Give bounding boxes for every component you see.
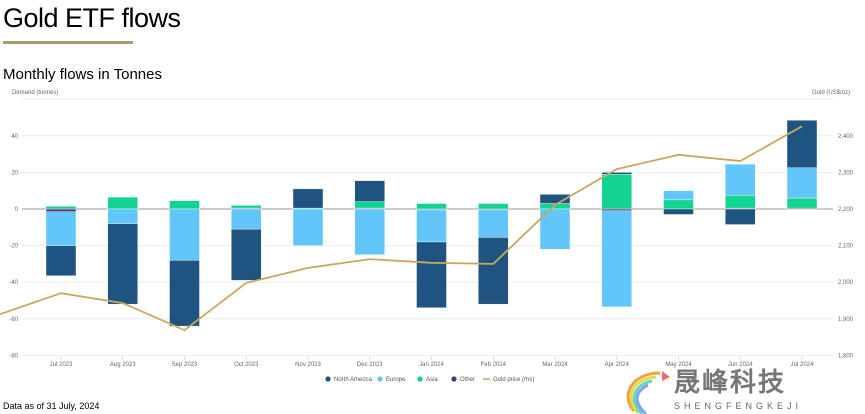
y2-axis-title: Gold (US$/oz) [812, 90, 850, 96]
legend-label: Other [460, 377, 475, 383]
y-tick-label: -20 [9, 244, 18, 250]
legend-marker-other [451, 376, 457, 382]
bar-europe [786, 167, 818, 199]
x-tick-label: Dec 2023 [357, 362, 383, 368]
x-tick-label: Oct 2023 [234, 362, 259, 368]
bar-asia [416, 203, 447, 210]
bar-north-america [231, 228, 262, 281]
bar-europe [354, 208, 385, 255]
y-axis-title: Demand (tonnes) [12, 90, 58, 96]
bar-europe [292, 208, 324, 246]
bar-asia [601, 174, 632, 210]
x-tick-label: Jul 2023 [50, 362, 73, 368]
y2-tick-label: 1,900 [838, 317, 854, 323]
bar-other [45, 208, 77, 212]
y2-tick-label: 2,400 [838, 134, 854, 140]
y-tick-label: -80 [9, 353, 18, 359]
y-tick-label: -40 [9, 280, 18, 286]
x-tick-label: Jul 2024 [791, 362, 814, 368]
bar-asia [725, 195, 756, 209]
page-title: Gold ETF flows [3, 3, 181, 33]
bar-europe [416, 209, 447, 243]
bar-europe [107, 208, 138, 224]
bar-north-america [725, 208, 756, 225]
bar-north-america [292, 188, 324, 209]
x-tick-label: May 2024 [665, 362, 692, 368]
gold-price-line [0, 125, 803, 332]
y-tick-label: 20 [11, 170, 18, 176]
bar-north-america [539, 194, 571, 204]
bar-europe [231, 208, 262, 230]
bar-asia [354, 201, 385, 209]
bar-asia [231, 205, 262, 209]
bar-asia [45, 206, 77, 210]
bar-north-america [169, 260, 200, 327]
legend-label: Asia [426, 377, 438, 383]
legend-marker-asia [417, 376, 423, 382]
bar-asia [478, 203, 509, 210]
y2-tick-label: 1,800 [838, 353, 854, 359]
legend-label: Europe [386, 377, 406, 383]
y2-tick-label: 2,100 [838, 244, 854, 250]
chart-subtitle: Monthly flows in Tonnes [3, 66, 162, 83]
title-underline [3, 41, 133, 44]
bar-europe [169, 208, 200, 261]
bar-asia [107, 196, 138, 210]
bar-europe [725, 163, 756, 196]
x-tick-label: Nov 2023 [295, 362, 321, 368]
y2-tick-label: 2,300 [838, 170, 854, 176]
bar-north-america [663, 208, 694, 215]
y-tick-label: 0 [15, 207, 19, 213]
footnote: Data as of 31 July, 2024 [3, 401, 100, 411]
bar-north-america [354, 180, 385, 202]
legend-label: North America [334, 377, 373, 383]
x-tick-label: Aug 2023 [110, 362, 136, 368]
bar-asia [786, 197, 818, 209]
bar-europe [478, 209, 509, 238]
legend-marker-europe [377, 376, 383, 382]
y2-tick-label: 2,000 [838, 280, 854, 286]
x-tick-label: Feb 2024 [481, 362, 507, 368]
x-tick-label: Mar 2024 [542, 362, 568, 368]
watermark-swirl-icon [626, 371, 670, 414]
bar-north-america [45, 245, 77, 276]
y-tick-label: 40 [11, 134, 18, 140]
bar-europe [663, 190, 694, 201]
bar-other [601, 208, 632, 212]
bar-asia [663, 199, 694, 210]
y2-tick-label: 2,200 [838, 207, 854, 213]
bar-north-america [478, 237, 509, 305]
watermark-en: SHENGFENGKEJI [674, 401, 803, 411]
x-tick-label: Jan 2024 [419, 362, 444, 368]
bar-asia [169, 200, 200, 210]
y-tick-label: -60 [9, 317, 18, 323]
bar-europe [601, 210, 632, 308]
bar-north-america [786, 120, 818, 169]
legend-label: Gold price (rhs) [493, 377, 534, 383]
bar-europe [45, 211, 77, 246]
bar-north-america [107, 223, 138, 305]
watermark-logo: 晟峰科技 SHENGFENGKEJI [612, 369, 865, 414]
x-tick-label: Sep 2023 [172, 362, 198, 368]
bar-north-america [601, 172, 632, 175]
x-tick-label: Apr 2024 [605, 362, 630, 368]
watermark-cn: 晟峰科技 [674, 368, 787, 398]
legend-marker-north-america [325, 376, 331, 382]
x-tick-label: Jun 2024 [728, 362, 753, 368]
bar-north-america [416, 241, 447, 309]
